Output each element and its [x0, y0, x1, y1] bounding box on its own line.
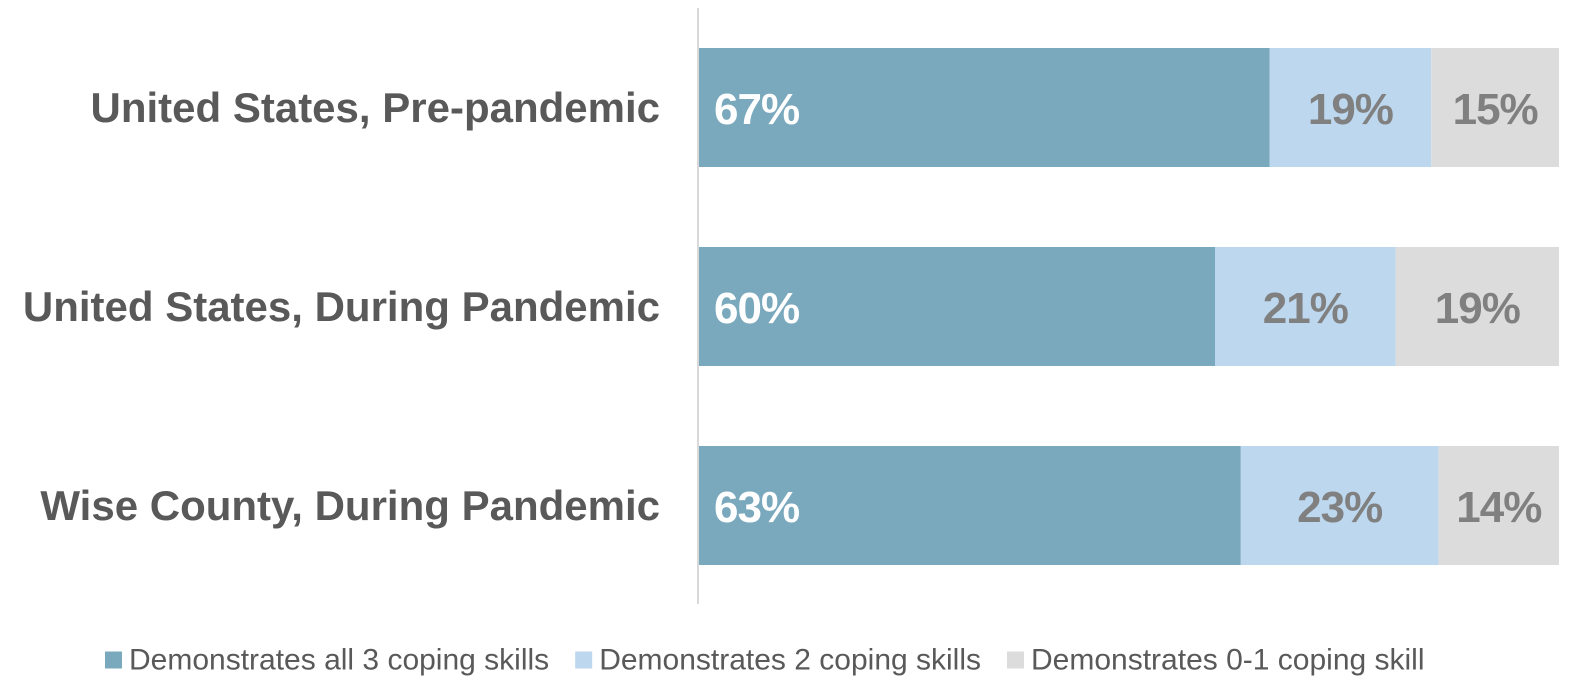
- data-label-united-states-pre-pandemic-series-3: 15%: [1453, 85, 1538, 134]
- bar-segments: [699, 48, 1559, 565]
- category-label-united-states-pre-pandemic: United States, Pre-pandemic: [91, 84, 660, 131]
- legend: Demonstrates all 3 coping skills Demonstr…: [105, 644, 1425, 677]
- legend-label-series-1: Demonstrates all 3 coping skills: [129, 644, 549, 677]
- data-label-united-states-pre-pandemic-series-2: 19%: [1308, 85, 1393, 134]
- bar-segment-united-states-during-pandemic-series-3: [1395, 247, 1559, 366]
- data-label-united-states-during-pandemic-series-1: 60%: [714, 284, 799, 333]
- data-label-wise-county-during-pandemic-series-3: 14%: [1456, 483, 1541, 532]
- bar-segment-united-states-pre-pandemic-series-2: [1269, 48, 1432, 167]
- bar-segment-united-states-during-pandemic-series-1: [699, 247, 1215, 366]
- category-label-united-states-during-pandemic: United States, During Pandemic: [23, 283, 660, 330]
- legend-label-series-3: Demonstrates 0-1 coping skill: [1031, 644, 1425, 677]
- data-label-wise-county-during-pandemic-series-2: 23%: [1297, 483, 1382, 532]
- bar-segment-wise-county-during-pandemic-series-1: [699, 446, 1241, 565]
- data-label-wise-county-during-pandemic-series-1: 63%: [714, 483, 799, 532]
- bar-segment-united-states-pre-pandemic-series-3: [1431, 48, 1559, 167]
- data-label-united-states-during-pandemic-series-3: 19%: [1435, 284, 1520, 333]
- legend-swatch-series-1: [105, 651, 122, 669]
- bar-segment-united-states-pre-pandemic-series-1: [699, 48, 1270, 167]
- bar-segment-wise-county-during-pandemic-series-2: [1240, 446, 1439, 565]
- legend-swatch-series-2: [575, 651, 593, 669]
- data-label-united-states-during-pandemic-series-2: 21%: [1263, 284, 1348, 333]
- data-labels: 67% 19% 15% 60% 21% 19% 63% 23% 14%: [714, 85, 1542, 532]
- bar-segment-wise-county-during-pandemic-series-3: [1438, 446, 1559, 565]
- data-label-united-states-pre-pandemic-series-1: 67%: [714, 85, 799, 134]
- category-labels: United States, Pre-pandemic United States…: [23, 84, 660, 529]
- bar-segment-united-states-during-pandemic-series-2: [1215, 247, 1396, 366]
- legend-label-series-2: Demonstrates 2 coping skills: [599, 644, 981, 677]
- legend-swatch-series-3: [1007, 651, 1025, 669]
- category-label-wise-county-during-pandemic: Wise County, During Pandemic: [40, 482, 660, 529]
